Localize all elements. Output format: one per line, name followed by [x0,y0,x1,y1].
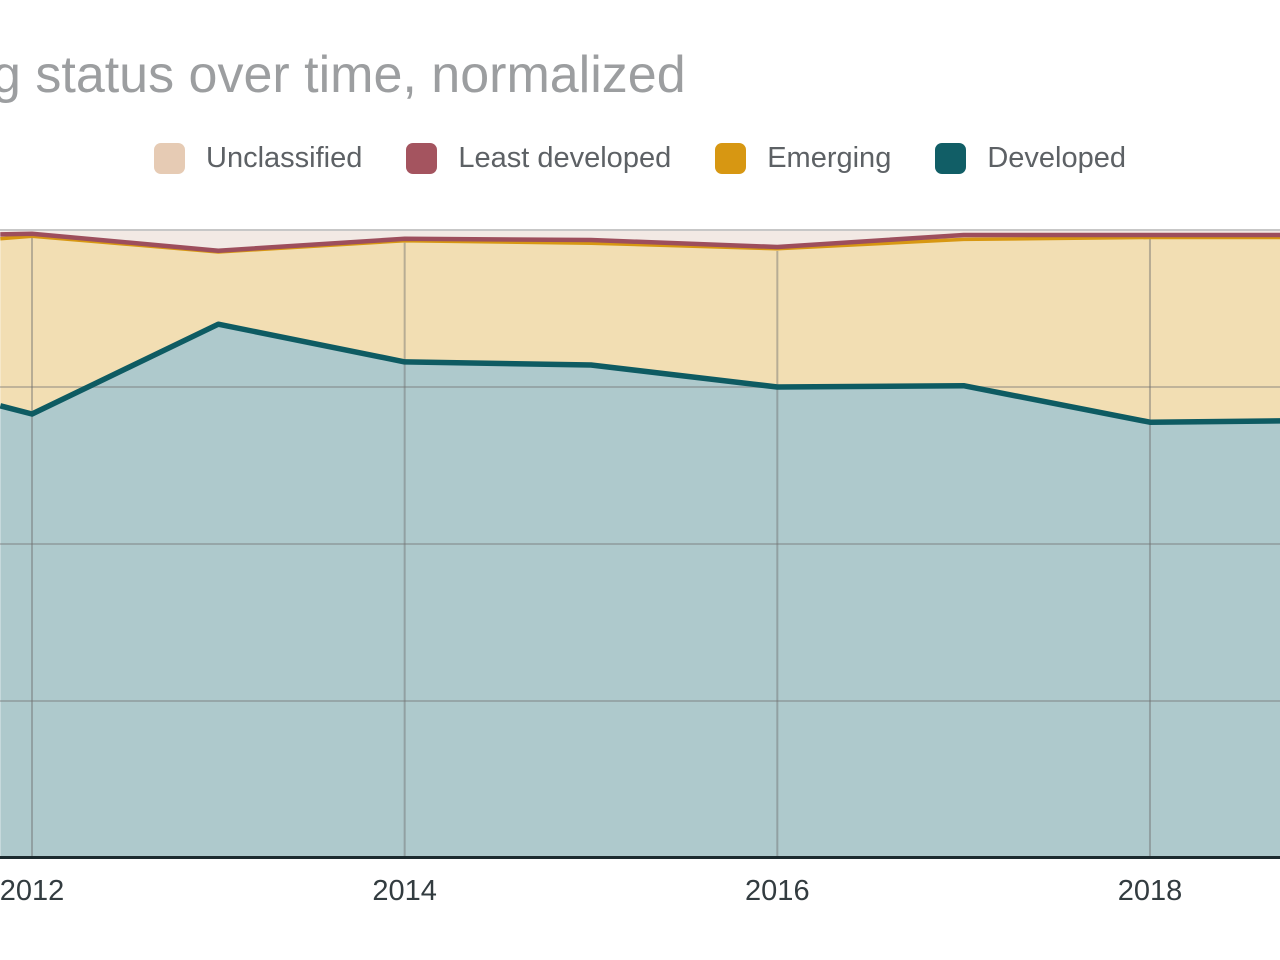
legend-item-label: Emerging [767,142,892,174]
legend-item-label: Unclassified [206,142,363,174]
legend: Unclassified Least developed Emerging Devel… [0,142,1280,175]
area-developed [0,324,1280,858]
legend-item-developed: Developed [935,142,1126,175]
legend-item-label: Developed [987,142,1126,174]
legend-item-least-developed: Least developed [406,142,671,175]
line-least-developed [0,231,1280,253]
legend-swatch-least-developed [406,143,438,174]
chart-title: g status over time, normalized [0,46,686,104]
legend-item-unclassified: Unclassified [154,142,362,175]
legend-swatch-unclassified [154,143,186,174]
legend-swatch-developed [935,143,967,174]
area-emerging [0,236,1280,423]
line-developed [0,321,1280,425]
legend-item-emerging: Emerging [715,142,891,175]
legend-swatch-emerging [715,143,747,174]
legend-item-label: Least developed [458,142,672,174]
